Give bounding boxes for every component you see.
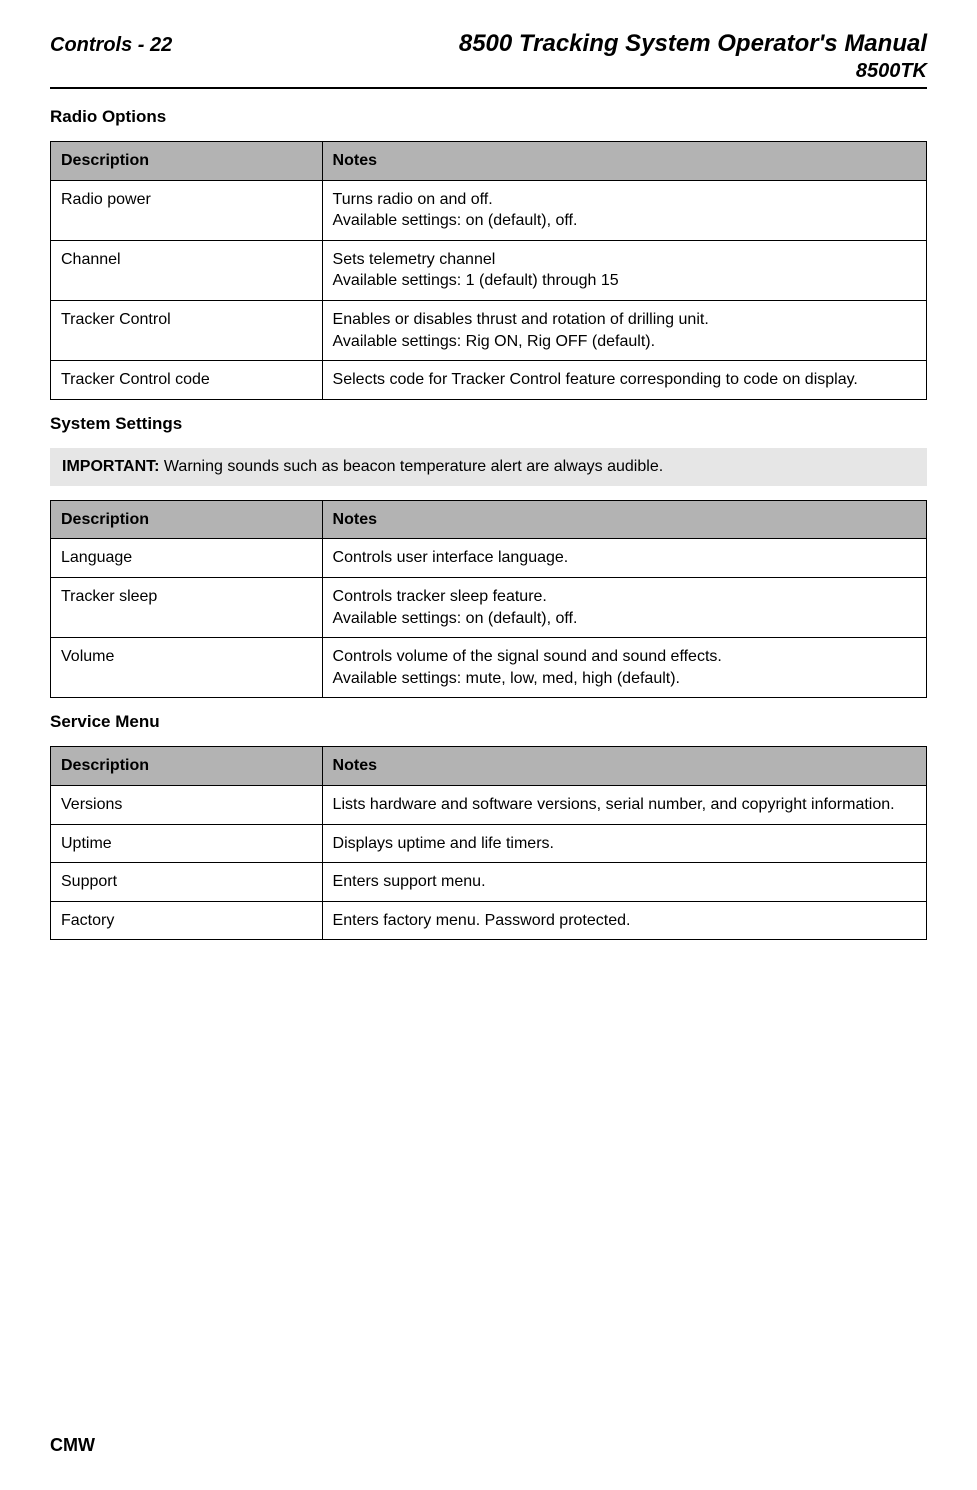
cell-desc: Volume <box>51 638 323 698</box>
important-label: IMPORTANT: <box>62 458 159 475</box>
cell-desc: Tracker Control code <box>51 361 323 400</box>
important-note: IMPORTANT: Warning sounds such as beacon… <box>50 448 927 486</box>
header-right-title: 8500 Tracking System Operator's Manual <box>459 30 927 58</box>
table-header-row: Description Notes <box>51 500 927 539</box>
col-notes: Notes <box>322 142 926 181</box>
cell-desc: Radio power <box>51 180 323 240</box>
header-rule <box>50 87 927 89</box>
table-row: Language Controls user interface languag… <box>51 539 927 578</box>
cell-desc: Channel <box>51 240 323 300</box>
col-description: Description <box>51 747 323 786</box>
cell-notes: Turns radio on and off.Available setting… <box>322 180 926 240</box>
table-row: Volume Controls volume of the signal sou… <box>51 638 927 698</box>
cell-desc: Tracker sleep <box>51 577 323 637</box>
table-header-row: Description Notes <box>51 747 927 786</box>
cell-desc: Support <box>51 863 323 902</box>
table-row: Radio power Turns radio on and off.Avail… <box>51 180 927 240</box>
cell-notes: Controls user interface language. <box>322 539 926 578</box>
cell-desc: Factory <box>51 901 323 940</box>
radio-options-table: Description Notes Radio power Turns radi… <box>50 141 927 400</box>
table-header-row: Description Notes <box>51 142 927 181</box>
cell-notes: Sets telemetry channelAvailable settings… <box>322 240 926 300</box>
cell-notes: Controls volume of the signal sound and … <box>322 638 926 698</box>
cell-notes: Enables or disables thrust and rotation … <box>322 300 926 360</box>
table-row: Support Enters support menu. <box>51 863 927 902</box>
cell-notes: Selects code for Tracker Control feature… <box>322 361 926 400</box>
table-row: Versions Lists hardware and software ver… <box>51 785 927 824</box>
table-row: Tracker Control code Selects code for Tr… <box>51 361 927 400</box>
header-left: Controls - 22 <box>50 34 172 57</box>
cell-desc: Tracker Control <box>51 300 323 360</box>
col-description: Description <box>51 142 323 181</box>
cell-notes: Enters factory menu. Password protected. <box>322 901 926 940</box>
col-description: Description <box>51 500 323 539</box>
cell-notes: Controls tracker sleep feature.Available… <box>322 577 926 637</box>
table-row: Channel Sets telemetry channelAvailable … <box>51 240 927 300</box>
system-settings-title: System Settings <box>50 414 927 434</box>
cell-notes: Lists hardware and software versions, se… <box>322 785 926 824</box>
cell-desc: Language <box>51 539 323 578</box>
service-menu-title: Service Menu <box>50 712 927 732</box>
radio-options-title: Radio Options <box>50 107 927 127</box>
col-notes: Notes <box>322 500 926 539</box>
table-row: Uptime Displays uptime and life timers. <box>51 824 927 863</box>
page-header: Controls - 22 8500 Tracking System Opera… <box>50 30 927 58</box>
cell-notes: Enters support menu. <box>322 863 926 902</box>
col-notes: Notes <box>322 747 926 786</box>
table-row: Tracker sleep Controls tracker sleep fea… <box>51 577 927 637</box>
important-text: Warning sounds such as beacon temperatur… <box>159 458 663 475</box>
service-menu-table: Description Notes Versions Lists hardwar… <box>50 746 927 940</box>
table-row: Factory Enters factory menu. Password pr… <box>51 901 927 940</box>
table-row: Tracker Control Enables or disables thru… <box>51 300 927 360</box>
cell-notes: Displays uptime and life timers. <box>322 824 926 863</box>
footer-code: CMW <box>50 1435 95 1456</box>
header-right-sub: 8500TK <box>50 60 927 83</box>
cell-desc: Versions <box>51 785 323 824</box>
cell-desc: Uptime <box>51 824 323 863</box>
page: Controls - 22 8500 Tracking System Opera… <box>0 0 977 940</box>
system-settings-table: Description Notes Language Controls user… <box>50 500 927 699</box>
